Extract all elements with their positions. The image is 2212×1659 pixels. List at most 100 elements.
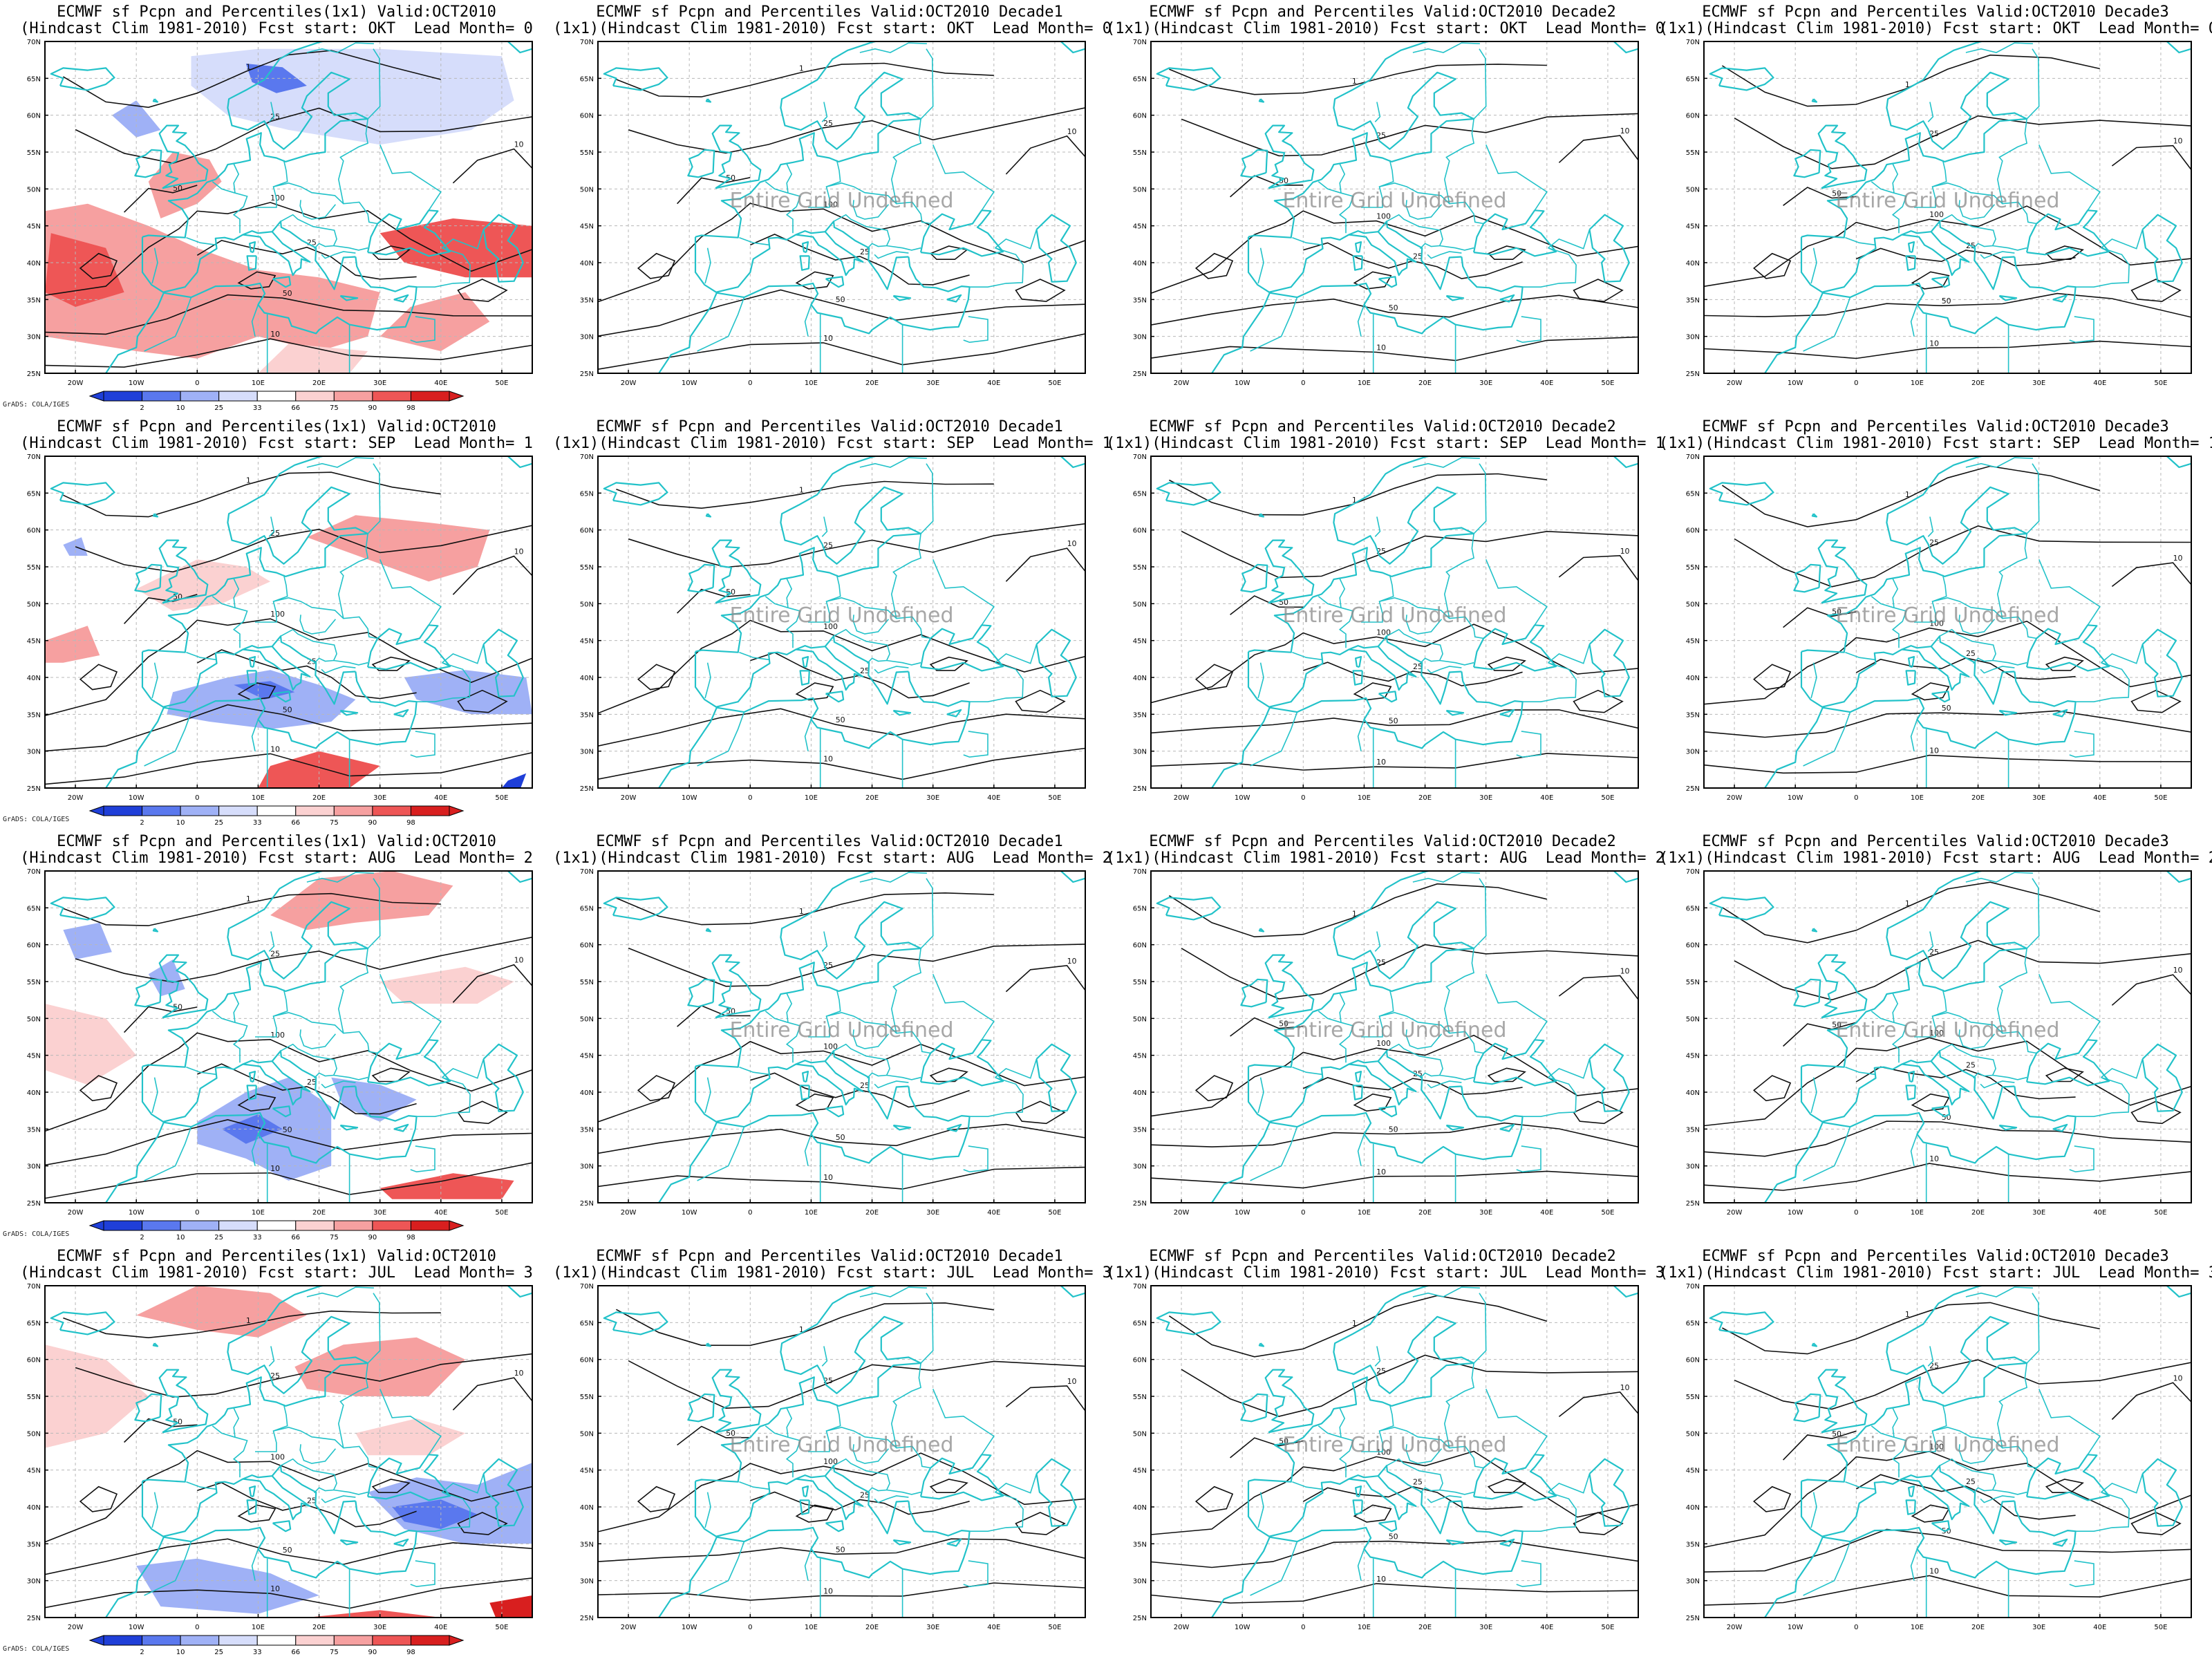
country-border xyxy=(1412,1286,1480,1297)
coastline xyxy=(1499,1123,1515,1132)
longitude-label: 50E xyxy=(1048,379,1061,387)
country-border xyxy=(1996,1362,2028,1448)
country-border xyxy=(410,1560,435,1588)
latitude-label: 70N xyxy=(580,39,594,46)
longitude-label: 20W xyxy=(1727,1624,1743,1631)
contour-line xyxy=(616,892,994,926)
contour-line xyxy=(1704,710,2191,738)
country-border xyxy=(1473,1293,1487,1364)
contour-line xyxy=(1303,662,1523,686)
latitude-label: 55N xyxy=(1133,979,1147,986)
latitude-label: 45N xyxy=(580,1468,594,1475)
coastline xyxy=(1764,671,2077,788)
country-border xyxy=(442,644,485,664)
country-border xyxy=(1932,182,2037,225)
coastline xyxy=(339,709,359,716)
panel-title: ECMWF sf Pcpn and Percentiles(1x1) Valid… xyxy=(57,3,496,21)
coastline xyxy=(1905,670,1916,686)
country-border xyxy=(786,993,793,1022)
longitude-label: 10E xyxy=(1911,379,1924,387)
map-panel: ECMWF sf Pcpn and Percentiles Valid:OCT2… xyxy=(553,415,1112,830)
contour-line xyxy=(45,294,532,335)
country-border xyxy=(1339,163,1346,193)
latitude-label: 55N xyxy=(1133,564,1147,572)
latitude-label: 30N xyxy=(580,334,594,341)
coastline xyxy=(2026,209,2110,257)
latitude-label: 40N xyxy=(580,675,594,682)
colorbar-label: 90 xyxy=(368,819,377,827)
longitude-label: 50E xyxy=(495,794,508,802)
longitude-label: 10E xyxy=(1358,794,1371,802)
coastline xyxy=(1998,1539,2018,1546)
country-border xyxy=(186,1481,217,1490)
contour-label: 50 xyxy=(726,1429,735,1438)
country-border xyxy=(739,651,770,661)
contour-line xyxy=(598,1166,1085,1190)
latitude-label: 35N xyxy=(1686,1126,1700,1134)
country-border xyxy=(1379,182,1484,225)
longitude-label: 40E xyxy=(434,1624,447,1631)
latitude-label: 30N xyxy=(1133,1163,1147,1171)
longitude-label: 20E xyxy=(865,794,879,802)
map-plot: 100502510125501070N65N60N55N50N45N40N35N… xyxy=(1133,1283,1639,1631)
country-border xyxy=(833,1458,890,1494)
contour-line xyxy=(1721,54,2100,107)
coastline xyxy=(2166,456,2191,469)
longitude-label: 10W xyxy=(129,379,144,387)
coastline xyxy=(105,256,418,373)
longitude-label: 20W xyxy=(1174,1624,1190,1631)
latitude-label: 35N xyxy=(1133,711,1147,719)
longitude-label: 30E xyxy=(2032,1624,2045,1631)
coastline xyxy=(802,656,809,668)
country-border xyxy=(151,1492,158,1528)
coastline xyxy=(249,656,256,668)
map-plot: 100502510125501070N65N60N55N50N45N40N35N… xyxy=(1686,453,2192,802)
country-border xyxy=(826,182,931,225)
grads-credit: GrADS: COLA/IGES xyxy=(3,401,70,409)
latitude-label: 65N xyxy=(1686,75,1700,83)
country-border xyxy=(367,463,381,534)
panel-title: ECMWF sf Pcpn and Percentiles Valid:OCT2… xyxy=(596,1248,1063,1265)
coastline xyxy=(2026,1454,2110,1501)
contour-line xyxy=(1015,1100,1066,1125)
country-border xyxy=(890,948,922,1033)
contour-label: 1 xyxy=(1905,80,1910,89)
contour-line xyxy=(1005,964,1085,993)
coastline xyxy=(243,1060,311,1106)
latitude-label: 60N xyxy=(1686,113,1700,120)
panel-subtitle: (1x1)(Hindcast Clim 1981-2010) Fcst star… xyxy=(553,1264,1112,1282)
contour-label: 1 xyxy=(1352,496,1357,505)
longitude-label: 50E xyxy=(1601,379,1614,387)
coastline xyxy=(1473,624,1557,672)
contour-label: 25 xyxy=(270,529,280,538)
longitude-label: 20E xyxy=(312,794,326,802)
map-plot: 100502510125501070N65N60N55N50N45N40N35N… xyxy=(27,868,533,1241)
colorbar-swatch xyxy=(410,1220,450,1231)
colorbar-swatch xyxy=(103,1635,143,1646)
coastline xyxy=(825,691,845,703)
contour-line xyxy=(1194,1485,1234,1512)
panel-subtitle: (1x1)(Hindcast Clim 1981-2010) Fcst star… xyxy=(1106,20,1665,37)
latitude-label: 70N xyxy=(27,39,41,46)
country-border xyxy=(1992,245,2027,251)
latitude-label: 25N xyxy=(1686,1615,1700,1622)
coastline xyxy=(1211,1086,1524,1203)
longitude-label: 20E xyxy=(312,1209,326,1217)
latitude-label: 45N xyxy=(27,638,41,646)
contour-label: 100 xyxy=(1376,1039,1391,1048)
latitude-label: 45N xyxy=(1686,1053,1700,1060)
contour-label: 25 xyxy=(1929,1361,1939,1370)
country-border xyxy=(1810,662,1817,699)
latitude-label: 25N xyxy=(580,1615,594,1622)
undefined-grid-message: Entire Grid Undefined xyxy=(1835,1433,2059,1457)
longitude-label: 50E xyxy=(1601,794,1614,802)
country-border xyxy=(969,1491,1024,1532)
country-border xyxy=(1892,1407,1899,1437)
latitude-label: 40N xyxy=(27,260,41,268)
country-border xyxy=(1250,711,1298,767)
latitude-label: 55N xyxy=(1686,979,1700,986)
coastline xyxy=(2166,871,2191,883)
coastline xyxy=(272,1105,292,1118)
coastline xyxy=(243,646,311,691)
colorbar-swatch xyxy=(142,805,181,816)
